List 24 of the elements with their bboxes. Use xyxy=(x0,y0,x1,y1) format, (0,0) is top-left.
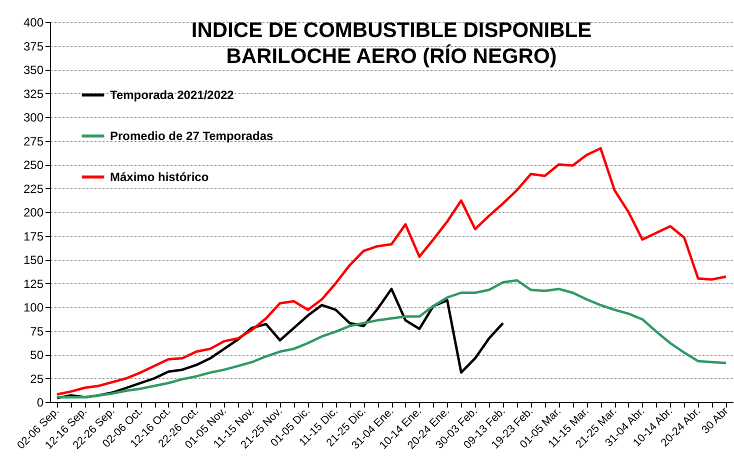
y-tick-label: 150 xyxy=(23,253,44,267)
y-tick-label: 25 xyxy=(30,372,44,386)
y-tick-label: 400 xyxy=(23,16,44,30)
y-tick-label: 375 xyxy=(23,39,44,54)
legend-label: Promedio de 27 Temporadas xyxy=(110,129,274,143)
legend-label: Temporada 2021/2022 xyxy=(110,88,234,102)
y-tick-label: 325 xyxy=(23,86,44,101)
y-tick-label: 50 xyxy=(30,348,44,362)
line-series xyxy=(56,147,728,396)
y-tick-label: 100 xyxy=(23,300,44,314)
chart-title: INDICE DE COMBUSTIBLE DISPONIBLE BARILOCHE AERO (RÍO NEGRO) xyxy=(191,19,592,68)
y-tick-label: 225 xyxy=(23,182,44,196)
y-tick-label: 200 xyxy=(23,206,44,220)
y-tick-label: 0 xyxy=(36,396,44,410)
y-tick-label: 300 xyxy=(23,110,44,124)
y-tick-label: 175 xyxy=(23,229,44,244)
y-tick-label: 75 xyxy=(30,324,44,338)
y-tick-label: 250 xyxy=(23,158,44,172)
y-tick-label: 125 xyxy=(23,276,44,291)
x-tick-label: 30 Abr xyxy=(700,405,732,436)
y-tick-label: 350 xyxy=(23,63,44,77)
y-tick-label: 275 xyxy=(23,134,44,148)
line-series xyxy=(56,279,728,398)
legend-label: Máximo histórico xyxy=(110,170,209,184)
